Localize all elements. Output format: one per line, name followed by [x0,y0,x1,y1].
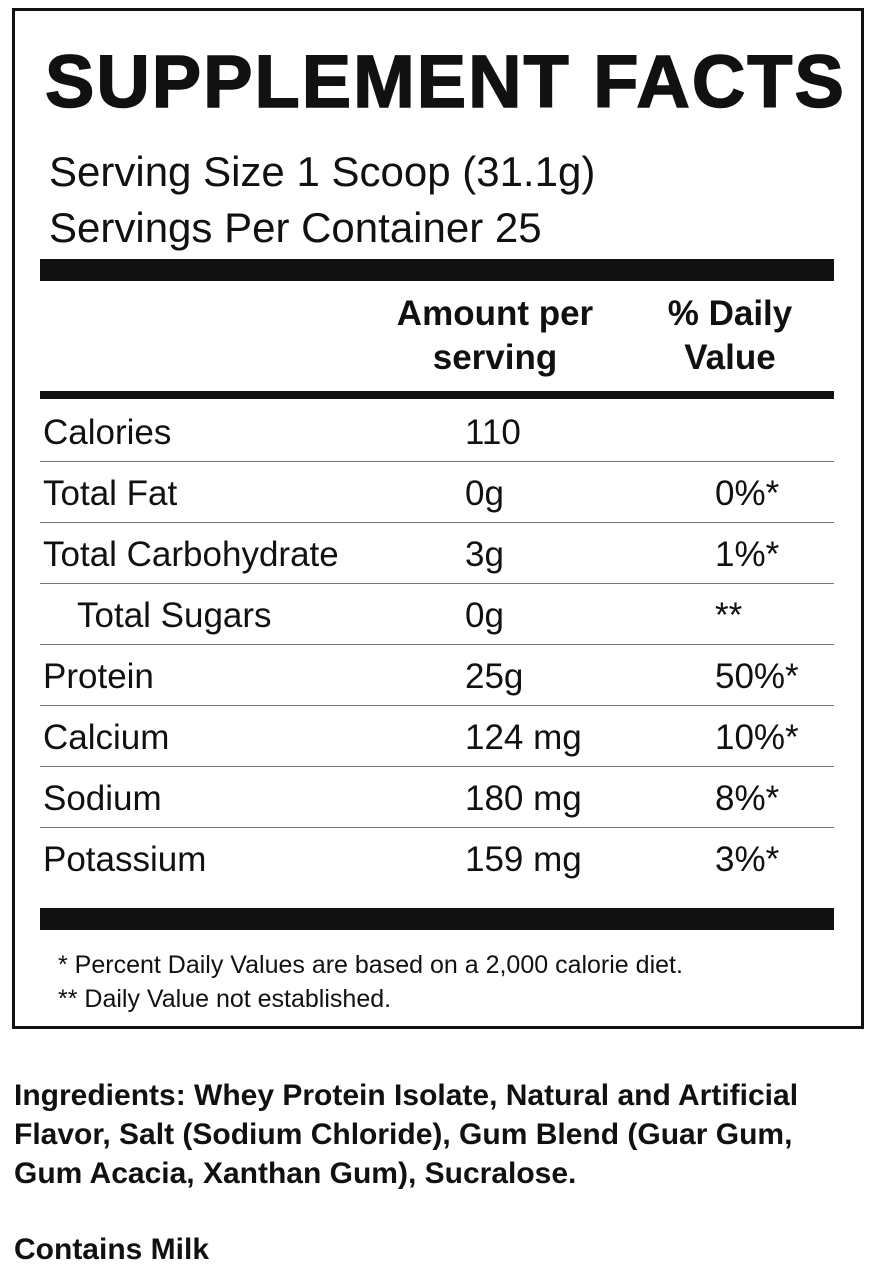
nutrient-daily-value: 0%* [715,474,780,513]
nutrient-amount: 124 mg [465,718,582,757]
ingredients-label: Ingredients: [14,1079,186,1112]
footnote-daily-values: * Percent Daily Values are based on a 2,… [58,951,683,979]
nutrient-name: Calories [43,413,172,452]
divider-thick-bottom [40,908,834,930]
serving-size: Serving Size 1 Scoop (31.1g) [49,148,596,195]
panel-title: SUPPLEMENT FACTS [44,40,846,123]
servings-per-container: Servings Per Container 25 [49,204,542,251]
divider-header [40,391,834,399]
nutrient-name: Protein [43,657,154,696]
nutrient-table: Calories 110 Total Fat 0g 0%* Total Carb… [40,401,834,888]
nutrient-amount: 0g [465,596,504,635]
nutrient-row-total-sugars: Total Sugars 0g ** [40,584,834,645]
nutrient-row-total-fat: Total Fat 0g 0%* [40,462,834,523]
ingredients-statement: Ingredients: Whey Protein Isolate, Natur… [14,1076,864,1193]
nutrient-daily-value: 8%* [715,779,780,818]
nutrient-row-protein: Protein 25g 50%* [40,645,834,706]
nutrient-row-calcium: Calcium 124 mg 10%* [40,706,834,767]
column-header-amount-line1: Amount per [396,294,594,333]
nutrient-amount: 180 mg [465,779,582,818]
supplement-facts-panel: SUPPLEMENT FACTS Serving Size 1 Scoop (3… [12,8,864,1029]
column-header-dv-line2: Value [684,338,776,377]
nutrient-amount: 159 mg [465,840,582,879]
nutrient-name: Total Carbohydrate [43,535,339,574]
nutrient-row-potassium: Potassium 159 mg 3%* [40,828,834,888]
nutrient-name: Potassium [43,840,207,879]
nutrient-daily-value: ** [715,596,743,635]
nutrient-daily-value: 1%* [715,535,780,574]
column-header-amount-line2: serving [432,338,558,377]
nutrient-daily-value: 10%* [715,718,799,757]
allergen-statement: Contains Milk [14,1233,210,1266]
nutrient-name: Calcium [43,718,170,757]
nutrient-daily-value: 3%* [715,840,780,879]
ingredients-text: Whey Protein Isolate, Natural and Artifi… [14,1079,799,1190]
column-header-daily-value: % Daily Value [630,292,830,380]
column-header-dv-line1: % Daily [667,294,793,333]
nutrient-name: Total Fat [43,474,178,513]
nutrient-row-sodium: Sodium 180 mg 8%* [40,767,834,828]
nutrient-amount: 0g [465,474,504,513]
footnote-not-established: ** Daily Value not established. [58,985,392,1013]
nutrient-amount: 25g [465,657,524,696]
divider-thick-top [40,259,834,281]
nutrient-daily-value: 50%* [715,657,799,696]
column-header-amount: Amount per serving [370,292,620,380]
nutrient-amount: 110 [465,413,521,452]
nutrient-name: Sodium [43,779,162,818]
nutrient-amount: 3g [465,535,504,574]
nutrient-name: Total Sugars [77,596,272,635]
nutrient-row-total-carbohydrate: Total Carbohydrate 3g 1%* [40,523,834,584]
nutrient-row-calories: Calories 110 [40,401,834,462]
